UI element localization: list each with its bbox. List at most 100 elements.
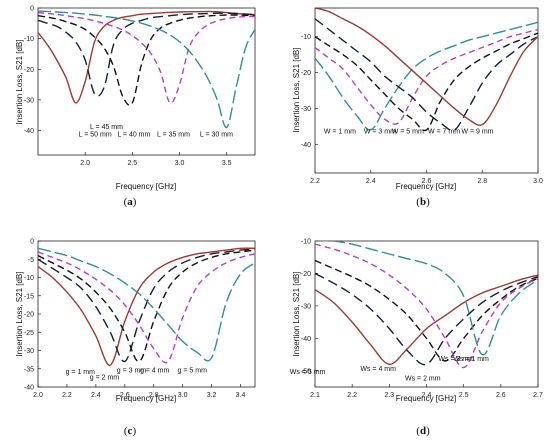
panel-c: 0 -5 -10 -15 -20 -25 -30 -35 -402.0 2.2 2.4 2.6 2.8 3…: [15, 239, 256, 437]
series-annotation: g = 4 mm: [140, 367, 170, 374]
plot-frame: [37, 240, 256, 388]
series-annotation: W = 5 mm: [392, 129, 424, 136]
y-tick-label: -20: [301, 70, 311, 77]
plot-frame: [37, 7, 256, 156]
x-tick-label: 2.2: [62, 392, 72, 399]
series-annotation: W = 7 mm: [428, 129, 460, 136]
x-tick-label: 3.0: [175, 160, 185, 167]
y-tick-label: -5: [28, 257, 34, 264]
panel-label: (d): [416, 425, 430, 437]
y-tick-label: -10: [301, 239, 311, 246]
y-tick-label: -40: [24, 128, 34, 135]
y-tick-label: -10: [24, 36, 34, 43]
x-axis-label: Frequency [GHz]: [116, 394, 176, 403]
series-line-w-3-mm: [315, 28, 538, 125]
series-annotation: Ws = 3 mm: [438, 356, 474, 363]
series-group: [315, 8, 538, 132]
x-tick-label: 2.4: [366, 178, 376, 185]
x-axis-label: Frequency [GHz]: [116, 182, 176, 191]
series-line-g-5-mm: [38, 247, 255, 362]
series-line-w-5-mm: [315, 32, 538, 132]
x-tick-label: 2.2: [347, 392, 357, 399]
y-axis-label: Insertion Loss, S21 [dB]: [15, 272, 24, 357]
y-tick-label: -30: [301, 303, 311, 310]
series-annotation: L = 50 mm: [79, 132, 112, 139]
series-line-w-9-mm: [315, 8, 538, 126]
panel-d: -10 -20 -30 -40 -50 2.1 2.2 2.3 2.4 2.5 2.6 2.7 Ws =…: [290, 239, 543, 438]
series-annotation: Ws = 5 mm: [290, 369, 326, 376]
series-annotation: g = 2 mm: [90, 375, 120, 382]
y-tick-label: -40: [301, 142, 311, 149]
series-line-w-7-mm: [315, 18, 538, 132]
plot-frame: [314, 7, 539, 174]
x-tick-label: 2.2: [310, 178, 320, 185]
x-tick-label: 2.0: [80, 160, 90, 167]
y-tick-label: 0: [30, 239, 34, 246]
series-annotation: Ws = 1 mm: [453, 356, 489, 363]
series-annotation: W = 1 mm: [324, 129, 356, 136]
series-annotation: g = 5 mm: [178, 367, 208, 374]
series-line-l-40-mm: [38, 14, 255, 106]
panel-a: 0 -10 -20 -30 -40 2.0 2.5 3.0 3.5 L = 50 mmL = 45…: [15, 6, 256, 208]
y-tick-label: -25: [24, 330, 34, 337]
x-tick-label: 3.0: [533, 178, 543, 185]
y-tick-label: -20: [301, 271, 311, 278]
y-tick-label: -50: [301, 368, 311, 375]
series-annotation: Ws = 2 mm: [405, 376, 441, 383]
x-tick-label: 2.3: [384, 392, 394, 399]
y-axis-label: Insertion Loss, S21 [dB]: [292, 48, 301, 133]
x-tick-label: 3.0: [178, 392, 188, 399]
x-tick-label: 3.4: [236, 392, 246, 399]
series-group: [38, 10, 255, 129]
x-tick-label: 2.1: [310, 392, 320, 399]
series-annotation: Ws = 4 mm: [360, 366, 396, 373]
y-axis-label: Insertion Loss, S21 [dB]: [15, 40, 24, 125]
x-tick-label: 2.6: [422, 178, 432, 185]
y-tick-label: -40: [301, 336, 311, 343]
x-tick-label: 2.8: [149, 392, 159, 399]
series-line-g-1-mm: [38, 247, 255, 366]
series-annotation: g = 3 mm: [117, 367, 147, 374]
x-tick-label: 3.5: [222, 160, 232, 167]
y-tick-label: -10: [301, 34, 311, 41]
x-tick-label: 2.4: [422, 392, 432, 399]
y-axis-label: Insertion Loss, S21 [dB]: [292, 272, 301, 357]
series-line-ws-2-mm: [315, 243, 538, 369]
x-tick-label: 2.6: [496, 392, 506, 399]
x-tick-label: 2.4: [91, 392, 101, 399]
series-line-ws-5-mm: [315, 274, 538, 365]
y-tick-label: -30: [24, 97, 34, 104]
series-annotation: L = 30 mm: [200, 132, 233, 139]
panel-label: (c): [124, 425, 137, 437]
series-line-l-45-mm: [38, 12, 255, 97]
series-line-g-4-mm: [38, 251, 255, 364]
y-tick-label: -10: [24, 275, 34, 282]
y-tick-label: -40: [24, 385, 34, 392]
x-tick-label: 2.8: [477, 178, 487, 185]
series-line-g-2-mm: [38, 248, 255, 363]
series-annotation: L = 40 mm: [117, 132, 150, 139]
x-tick-label: 2.6: [120, 392, 130, 399]
series-annotation: W = 3 mm: [364, 129, 396, 136]
series-group: [38, 247, 255, 366]
series-line-g-3-mm: [38, 249, 255, 363]
series-line-ws-1-mm: [315, 241, 538, 356]
y-tick-label: -20: [24, 67, 34, 74]
x-tick-label: 2.7: [533, 392, 543, 399]
series-line-ws-3-mm: [315, 259, 538, 362]
x-tick-label: 3.2: [207, 392, 217, 399]
y-tick-label: 0: [30, 6, 34, 13]
series-group: [315, 241, 538, 369]
panel-b: -10 -20 -30 -40 2.2 2.4 2.6 2.8 3.0 W = 1 mm W = 3…: [292, 7, 543, 208]
plot-frame: [314, 240, 539, 388]
x-tick-label: 2.0: [33, 392, 43, 399]
series-annotation: L = 35 mm: [157, 132, 190, 139]
panel-label: (b): [416, 196, 430, 208]
x-tick-label: 2.5: [459, 392, 469, 399]
x-axis-label: Frequency [GHz]: [396, 182, 456, 191]
x-axis-label: Frequency [GHz]: [396, 394, 456, 403]
x-tick-label: 2.5: [127, 160, 137, 167]
series-line-w-1-mm: [315, 21, 538, 131]
series-annotation: g = 1 mm: [66, 369, 96, 376]
